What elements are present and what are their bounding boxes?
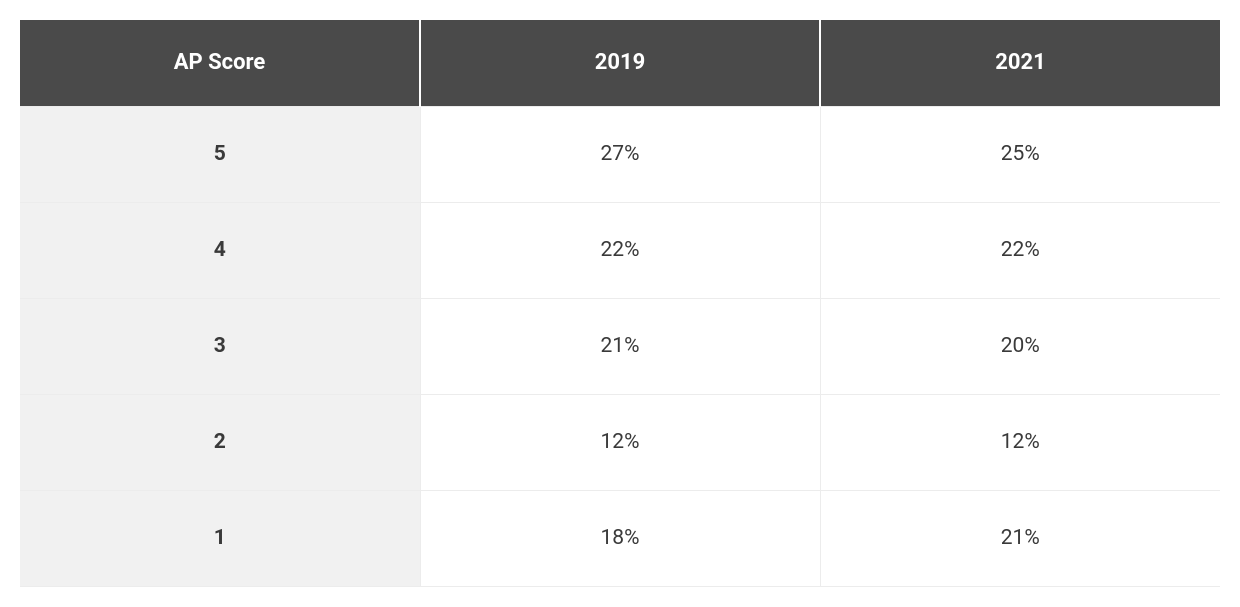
cell-score: 2 (20, 394, 420, 490)
cell-value: 27% (420, 106, 820, 202)
table-row: 5 27% 25% (20, 106, 1220, 202)
ap-score-table: AP Score 2019 2021 5 27% 25% 4 22% 22% 3… (20, 20, 1220, 587)
cell-value: 21% (420, 298, 820, 394)
table-row: 1 18% 21% (20, 490, 1220, 586)
table-header-row: AP Score 2019 2021 (20, 20, 1220, 106)
table-row: 4 22% 22% (20, 202, 1220, 298)
cell-value: 22% (420, 202, 820, 298)
cell-score: 3 (20, 298, 420, 394)
cell-value: 20% (820, 298, 1220, 394)
table-row: 3 21% 20% (20, 298, 1220, 394)
cell-score: 1 (20, 490, 420, 586)
col-header-ap-score: AP Score (20, 20, 420, 106)
cell-value: 22% (820, 202, 1220, 298)
cell-score: 4 (20, 202, 420, 298)
cell-value: 12% (820, 394, 1220, 490)
table-row: 2 12% 12% (20, 394, 1220, 490)
col-header-2019: 2019 (420, 20, 820, 106)
cell-value: 18% (420, 490, 820, 586)
cell-value: 21% (820, 490, 1220, 586)
cell-value: 25% (820, 106, 1220, 202)
cell-score: 5 (20, 106, 420, 202)
cell-value: 12% (420, 394, 820, 490)
col-header-2021: 2021 (820, 20, 1220, 106)
